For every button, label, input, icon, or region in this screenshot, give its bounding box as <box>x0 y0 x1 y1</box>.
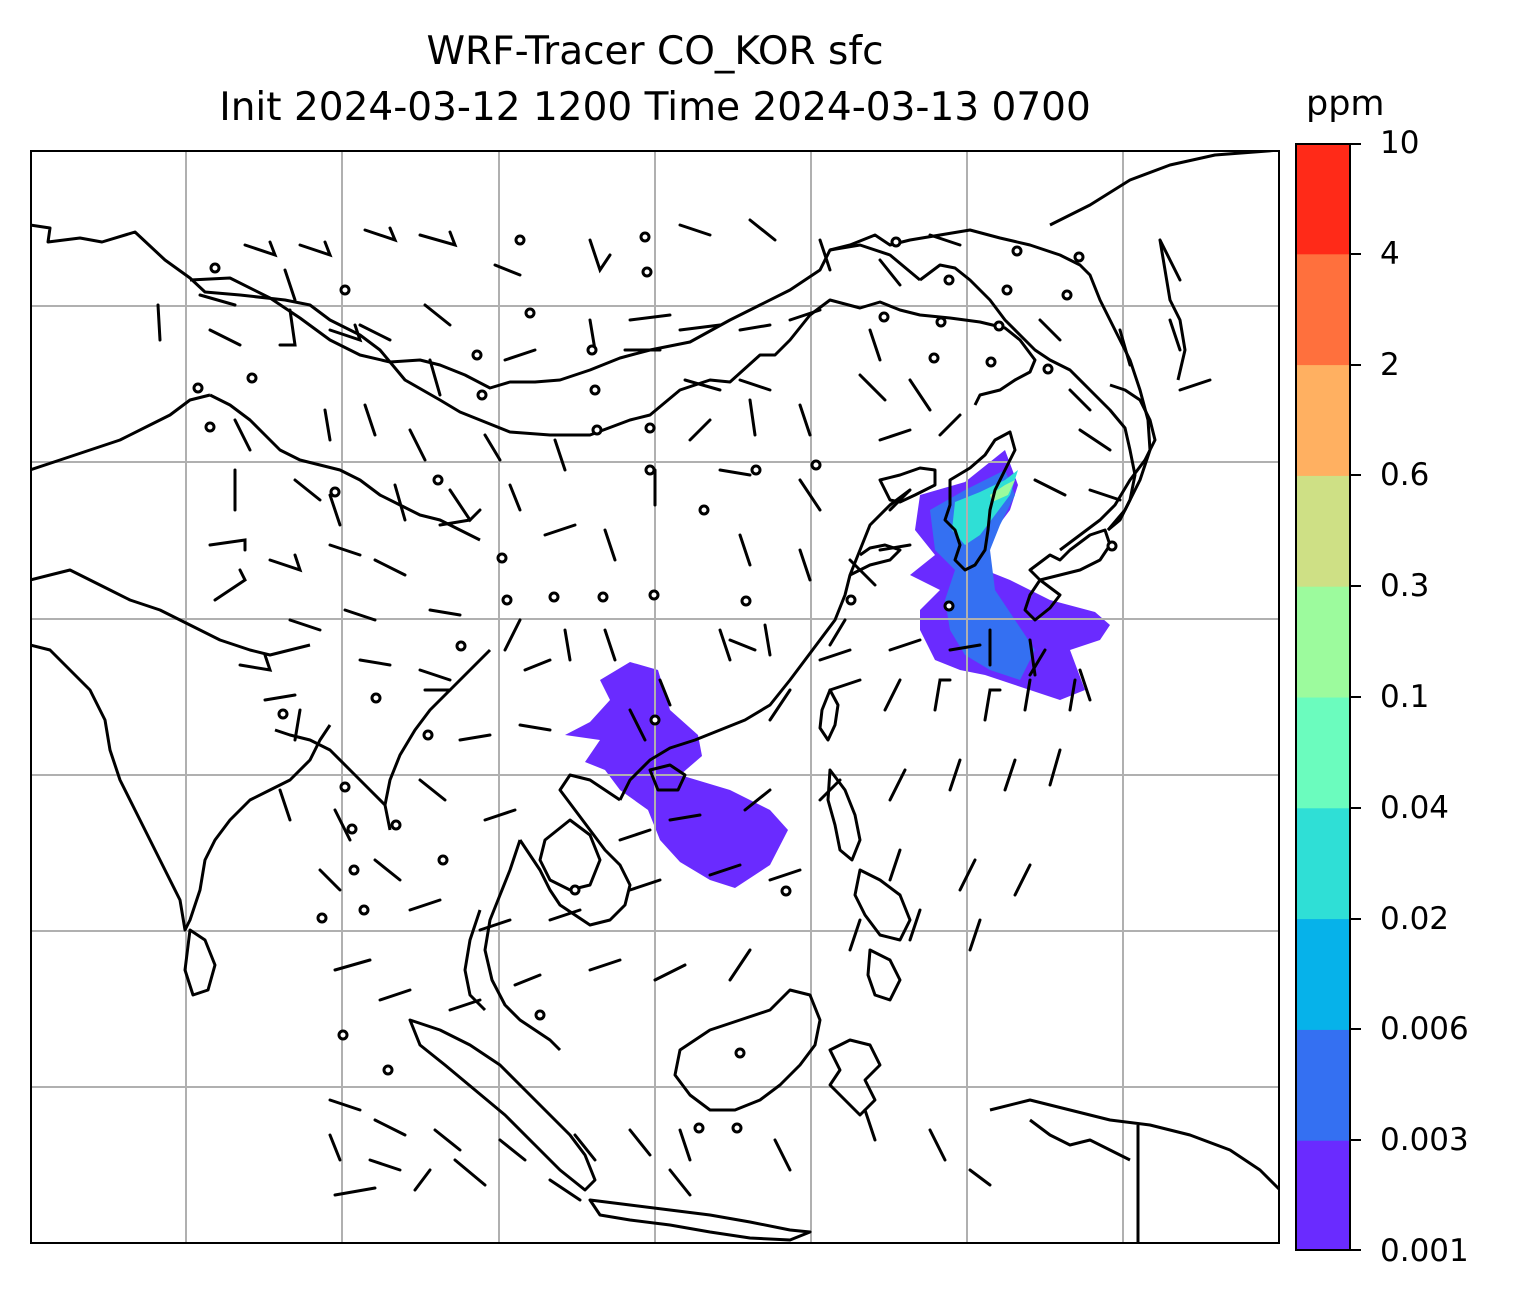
wind-barb-row-3 <box>208 308 1212 412</box>
colorbar-segment <box>1295 475 1351 587</box>
colorbar-unit-label: ppm <box>1306 84 1385 124</box>
colorbar-segment <box>1295 1140 1351 1251</box>
colorbar-tick-label: 0.1 <box>1380 679 1430 715</box>
colorbar-segment <box>1295 1029 1351 1141</box>
colorbar-tick-strip <box>1351 143 1361 1251</box>
colorbar-tick-label: 2 <box>1380 346 1400 383</box>
map-panel <box>30 150 1280 1244</box>
lat-lon-gridlines <box>30 150 1280 1244</box>
colorbar-tick-marks <box>1351 143 1363 1251</box>
colorbar-segment <box>1295 253 1351 366</box>
colorbar <box>1295 143 1351 1251</box>
colorbar-tick-label: 0.04 <box>1380 789 1450 826</box>
wind-barbs <box>156 218 1212 1202</box>
colorbar-segment <box>1295 143 1351 255</box>
colorbar-tick-label: 0.006 <box>1380 1011 1469 1048</box>
colorbar-segment <box>1295 697 1351 809</box>
plume-korea-peak <box>990 480 1015 502</box>
wind-barb-row-7 <box>213 568 1037 677</box>
wind-barb-row-6 <box>208 518 912 587</box>
map-subtitle: Init 2024-03-12 1200 Time 2024-03-13 070… <box>219 85 1091 130</box>
wind-barb-row-10 <box>278 748 1062 842</box>
coastlines-and-borders <box>30 150 1280 1244</box>
colorbar-segment <box>1295 918 1351 1030</box>
wind-barb-row-1 <box>243 218 1182 287</box>
wind-barb-row-11 <box>318 848 1032 932</box>
wind-barb-row-8 <box>238 638 1092 707</box>
colorbar-segment <box>1295 364 1351 476</box>
wind-barb-row-14 <box>328 1133 992 1202</box>
wind-barb-row-12 <box>333 908 982 1012</box>
map-title: WRF-Tracer CO_KOR sfc <box>426 29 884 74</box>
wind-barb-row-13 <box>328 1098 947 1172</box>
tracer-concentration-fill <box>565 450 1110 888</box>
colorbar-tick-label: 0.001 <box>1380 1233 1469 1269</box>
wind-barb-row-2 <box>156 268 1182 367</box>
colorbar-tick-label: 0.02 <box>1380 900 1450 937</box>
colorbar-tick-label: 0.003 <box>1380 1122 1469 1159</box>
wind-barb-row-4 <box>233 398 1112 472</box>
wind-barb-row-9 <box>263 678 1077 742</box>
colorbar-segment <box>1295 586 1351 698</box>
colorbar-tick-label: 0.6 <box>1380 457 1430 494</box>
colorbar-tick-label: 4 <box>1380 235 1400 272</box>
calm-wind-markers <box>192 231 1118 1134</box>
colorbar-segment <box>1295 807 1351 920</box>
colorbar-tick-label: 0.3 <box>1380 568 1430 605</box>
colorbar-tick-label: 10 <box>1380 125 1420 161</box>
